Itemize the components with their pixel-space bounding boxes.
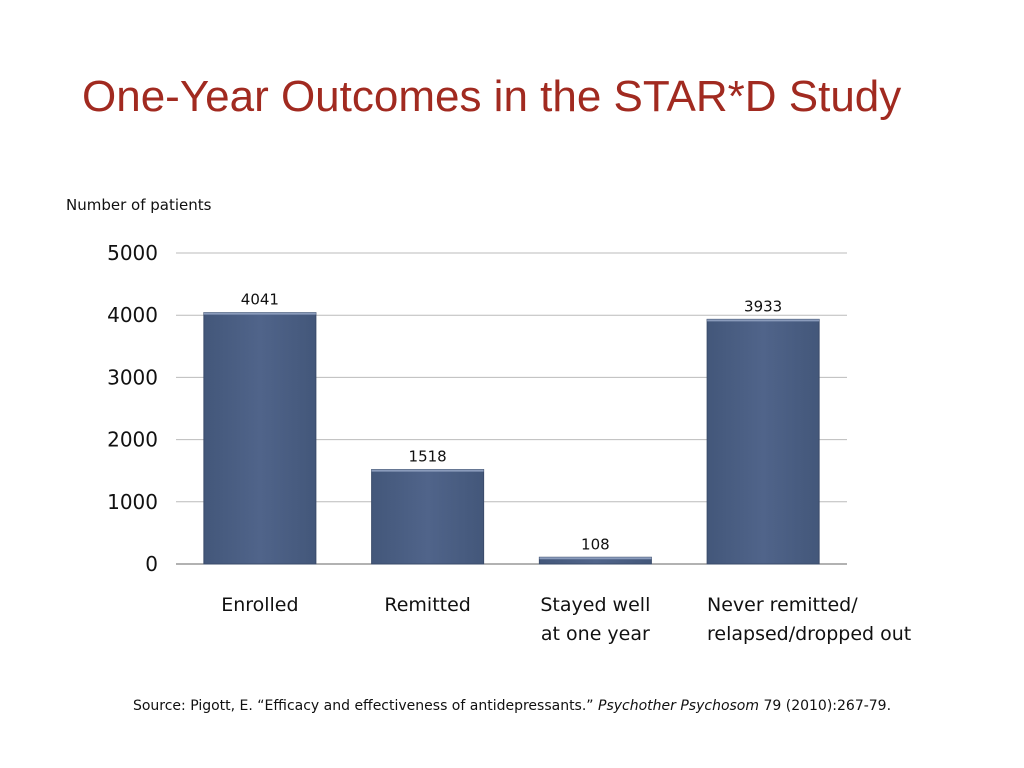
x-category-label: Remitted xyxy=(384,594,470,616)
x-category-label: Enrolled xyxy=(221,594,298,616)
y-tick-label: 5000 xyxy=(107,241,158,265)
x-category-label: relapsed/dropped out xyxy=(707,623,911,645)
source-citation: Source: Pigott, E. “Efficacy and effecti… xyxy=(0,698,1024,714)
y-tick-label: 2000 xyxy=(107,428,158,452)
y-axis-label: Number of patients xyxy=(66,196,212,214)
bar xyxy=(203,312,317,565)
source-journal: Psychother Psychosom xyxy=(598,698,760,714)
y-tick-label: 1000 xyxy=(107,490,158,514)
bar xyxy=(706,318,820,565)
y-tick-label: 0 xyxy=(145,552,158,576)
x-category-label: at one year xyxy=(541,623,650,645)
x-category-label: Stayed well xyxy=(540,594,650,616)
data-label: 1518 xyxy=(409,448,447,466)
data-label: 3933 xyxy=(744,297,782,315)
data-label: 4041 xyxy=(241,291,279,309)
data-label: 108 xyxy=(581,535,610,553)
bar xyxy=(371,469,485,565)
source-suffix: 79 (2010):267-79. xyxy=(759,698,892,714)
y-tick-label: 3000 xyxy=(107,365,158,389)
y-tick-label: 4000 xyxy=(107,303,158,327)
slide-title: One-Year Outcomes in the STAR*D Study xyxy=(82,72,902,121)
x-category-label: Never remitted/ xyxy=(707,594,858,616)
source-prefix: Source: Pigott, E. “Efficacy and effecti… xyxy=(132,698,599,714)
